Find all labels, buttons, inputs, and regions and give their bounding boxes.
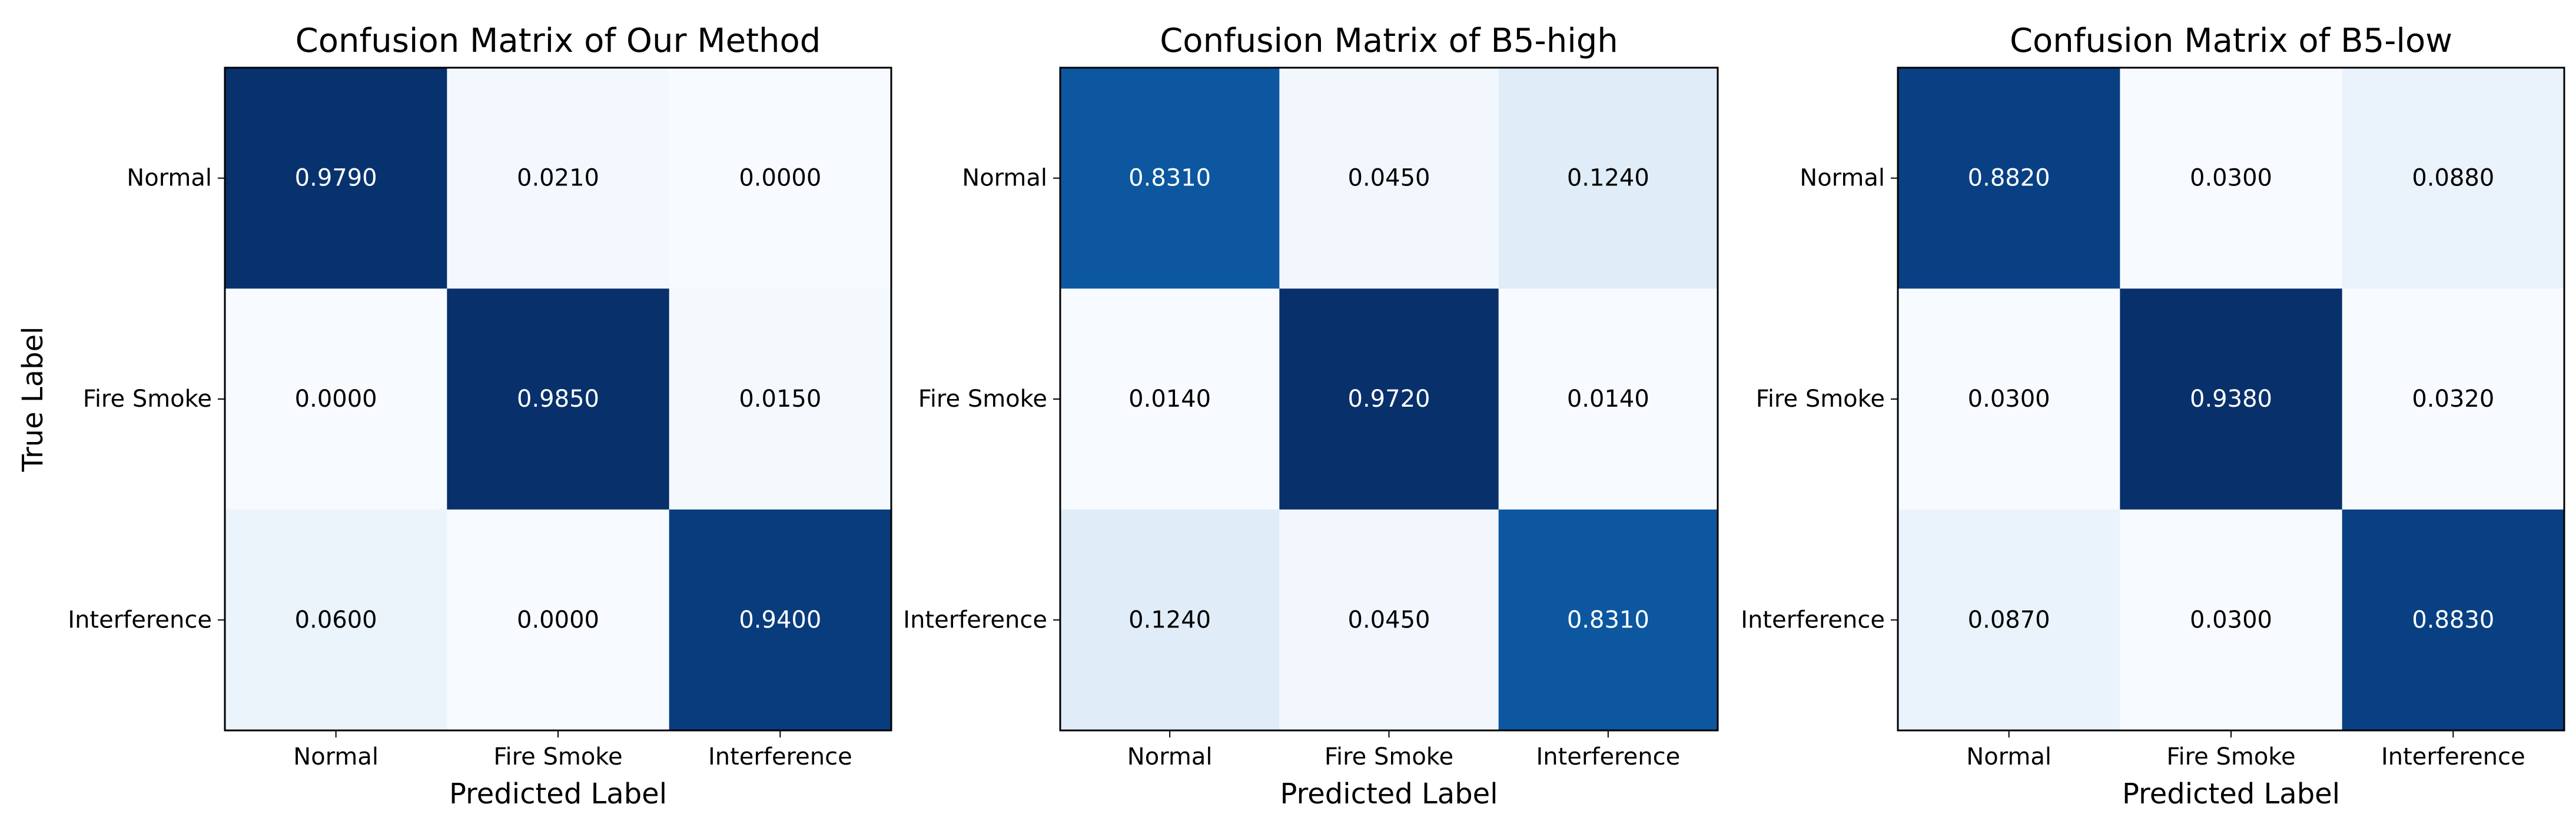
cell-value-label: 0.0000 xyxy=(517,606,599,633)
heatmap-cell xyxy=(1060,509,1280,731)
cell-value-label: 0.0320 xyxy=(2412,386,2494,413)
cell-value-label: 0.0450 xyxy=(1348,606,1430,633)
cell-value-label: 0.0300 xyxy=(2190,165,2272,192)
cell-value-label: 0.8310 xyxy=(1128,165,1211,192)
heatmap-cell xyxy=(1279,68,1499,289)
heatmap-cell xyxy=(2342,509,2565,731)
cell-value-label: 0.0880 xyxy=(2412,165,2494,192)
y-tick-label: Interference xyxy=(1741,606,1885,633)
y-tick-label: Normal xyxy=(1800,165,1885,192)
cell-value-label: 0.0600 xyxy=(295,606,377,633)
cell-value-label: 0.0000 xyxy=(739,165,821,192)
cell-value-label: 0.0870 xyxy=(1968,606,2050,633)
heatmap-cell xyxy=(669,288,892,510)
y-tick-label: Fire Smoke xyxy=(1756,386,1885,413)
cell-value-label: 0.0000 xyxy=(295,386,377,413)
cell-value-label: 0.9720 xyxy=(1348,386,1430,413)
chart-title: Confusion Matrix of B5-low xyxy=(2010,22,2452,60)
cell-value-label: 0.1240 xyxy=(1567,165,1649,192)
x-axis-label: Predicted Label xyxy=(1280,778,1498,810)
cell-value-label: 0.9850 xyxy=(517,386,599,413)
cell-value-label: 0.1240 xyxy=(1128,606,1211,633)
x-tick-label: Interference xyxy=(708,743,852,770)
x-tick-label: Interference xyxy=(1536,743,1680,770)
cell-value-label: 0.9400 xyxy=(739,606,821,633)
cell-value-label: 0.0140 xyxy=(1128,386,1211,413)
y-tick-label: Normal xyxy=(127,165,212,192)
y-axis-label: True Label xyxy=(16,327,49,473)
chart-title: Confusion Matrix of B5-high xyxy=(1160,22,1618,60)
y-tick-label: Fire Smoke xyxy=(83,386,212,413)
cell-value-label: 0.9380 xyxy=(2190,386,2272,413)
heatmap-cell xyxy=(2342,68,2565,289)
cell-value-label: 0.8820 xyxy=(1968,165,2050,192)
cell-value-label: 0.8310 xyxy=(1567,606,1649,633)
x-axis-label: Predicted Label xyxy=(2122,778,2340,810)
x-tick-label: Fire Smoke xyxy=(2166,743,2295,770)
cell-value-label: 0.0210 xyxy=(517,165,599,192)
y-tick-label: Interference xyxy=(68,606,212,633)
heatmap-cell xyxy=(1279,509,1499,731)
heatmap-cell xyxy=(225,68,447,289)
heatmap-cell xyxy=(669,509,892,731)
cell-value-label: 0.8830 xyxy=(2412,606,2494,633)
heatmap-cell xyxy=(1898,288,2120,510)
heatmap-cell xyxy=(447,509,670,731)
cell-value-label: 0.9790 xyxy=(295,165,377,192)
x-tick-label: Normal xyxy=(1966,743,2051,770)
heatmap-cell xyxy=(1898,68,2120,289)
heatmap-cell xyxy=(1498,288,1718,510)
chart-title: Confusion Matrix of Our Method xyxy=(296,22,821,60)
cell-value-label: 0.0150 xyxy=(739,386,821,413)
heatmap-cell xyxy=(2120,68,2343,289)
heatmap-cell xyxy=(2342,288,2565,510)
heatmap-cell xyxy=(1498,68,1718,289)
heatmap-cell xyxy=(669,68,892,289)
heatmap-cell xyxy=(447,288,670,510)
heatmap-cell xyxy=(225,509,447,731)
heatmap-cell xyxy=(2120,509,2343,731)
heatmap-cell xyxy=(1498,509,1718,731)
heatmap-cell xyxy=(225,288,447,510)
x-axis-label: Predicted Label xyxy=(449,778,667,810)
x-tick-label: Fire Smoke xyxy=(1324,743,1453,770)
y-tick-label: Interference xyxy=(903,606,1047,633)
cell-value-label: 0.0300 xyxy=(1968,386,2050,413)
heatmap-cell xyxy=(447,68,670,289)
heatmap-cell xyxy=(1060,68,1280,289)
heatmap-cell xyxy=(2120,288,2343,510)
y-tick-label: Fire Smoke xyxy=(918,386,1047,413)
y-tick-label: Normal xyxy=(962,165,1047,192)
x-tick-label: Interference xyxy=(2381,743,2525,770)
x-tick-label: Normal xyxy=(1127,743,1213,770)
heatmap-cell xyxy=(1279,288,1499,510)
x-tick-label: Fire Smoke xyxy=(493,743,622,770)
heatmap-cell xyxy=(1060,288,1280,510)
x-tick-label: Normal xyxy=(293,743,379,770)
cell-value-label: 0.0300 xyxy=(2190,606,2272,633)
cell-value-label: 0.0450 xyxy=(1348,165,1430,192)
heatmap-cell xyxy=(1898,509,2120,731)
cell-value-label: 0.0140 xyxy=(1567,386,1649,413)
